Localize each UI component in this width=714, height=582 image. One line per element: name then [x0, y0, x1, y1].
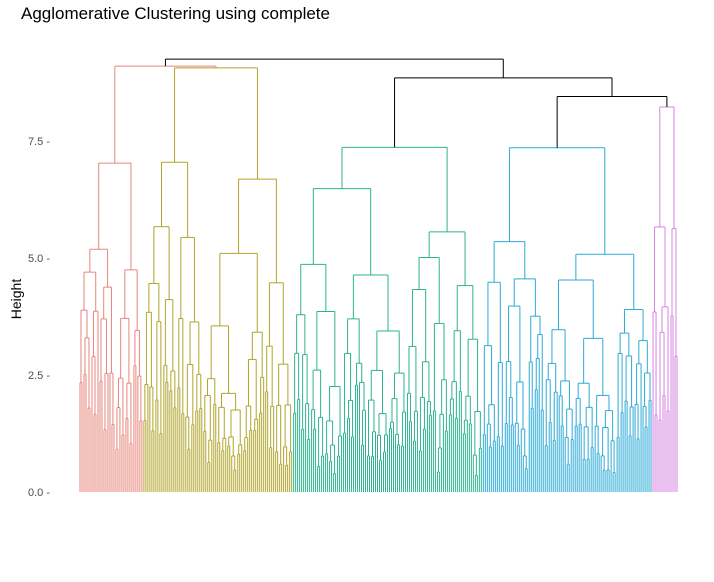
- y-tick-label: 5.0 -: [28, 253, 50, 265]
- y-tick-label: 0.0 -: [28, 487, 50, 499]
- chart-title: Agglomerative Clustering using complete: [21, 4, 330, 23]
- y-axis: 0.0 - 2.5 - 5.0 - 7.5 -: [28, 136, 50, 499]
- dendrogram-tree: [79, 58, 678, 492]
- y-tick-label: 2.5 -: [28, 370, 50, 382]
- y-axis-title: Height: [8, 279, 24, 320]
- y-tick-label: 7.5 -: [28, 136, 50, 148]
